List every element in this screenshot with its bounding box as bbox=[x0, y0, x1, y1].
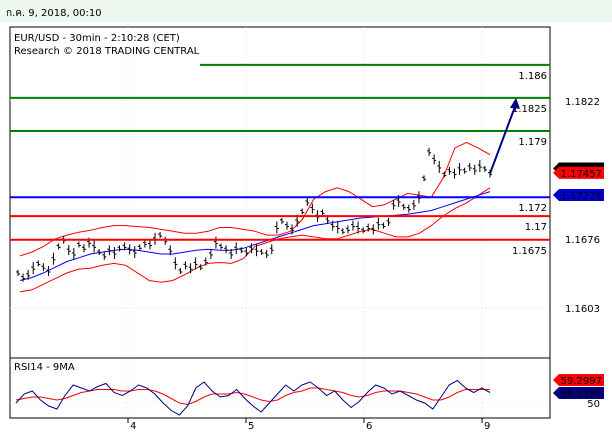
level-label: 1.1675 bbox=[512, 246, 547, 257]
chart-subtitle: Research © 2018 TRADING CENTRAL bbox=[14, 46, 200, 57]
level-label: 1.179 bbox=[518, 137, 547, 148]
projection-arrow-head bbox=[510, 97, 520, 109]
rsi-tag bbox=[553, 387, 604, 399]
rsi-tag-label: 59.2997 bbox=[561, 376, 602, 387]
level-label: 1.186 bbox=[518, 71, 547, 82]
level-label: 1.17 bbox=[525, 222, 547, 233]
price-tag bbox=[553, 188, 604, 201]
moving-average-line bbox=[19, 191, 491, 281]
chart-title: EUR/USD - 30min - 2:10:28 (CET) bbox=[14, 33, 180, 44]
rsi-line bbox=[15, 379, 491, 416]
x-tick-label: 5 bbox=[248, 421, 254, 432]
rsi-tag bbox=[553, 374, 604, 386]
price-tag bbox=[553, 166, 604, 179]
rsi-tag-label: 59.1184 bbox=[561, 389, 602, 400]
y-tick-label: 1.1676 bbox=[565, 235, 600, 246]
projection-arrow-line bbox=[489, 103, 517, 174]
price-tag-label: 1.17457 bbox=[561, 169, 602, 180]
rsi-tick-label: 50 bbox=[587, 399, 600, 410]
level-label: 1.1825 bbox=[512, 104, 547, 115]
rsi-title: RSI14 - 9MA bbox=[14, 362, 75, 373]
price-panel-frame bbox=[9, 26, 551, 359]
level-label: 1.172 bbox=[518, 203, 547, 214]
header-strip bbox=[0, 0, 612, 22]
rsi-ma-line bbox=[15, 387, 490, 406]
y-tick-label: 1.1603 bbox=[565, 304, 600, 315]
price-tag-label: 1.17224 bbox=[561, 191, 602, 202]
x-tick-label: 6 bbox=[366, 421, 372, 432]
y-tick-label: 1.1822 bbox=[565, 97, 600, 108]
x-tick-label: 9 bbox=[484, 421, 490, 432]
header-date: ก.ค. 9, 2018, 00:10 bbox=[6, 8, 102, 19]
rsi-panel-frame bbox=[9, 357, 551, 419]
bollinger-upper bbox=[19, 141, 491, 257]
bollinger-lower bbox=[19, 187, 491, 293]
x-tick-label: 4 bbox=[130, 421, 136, 432]
